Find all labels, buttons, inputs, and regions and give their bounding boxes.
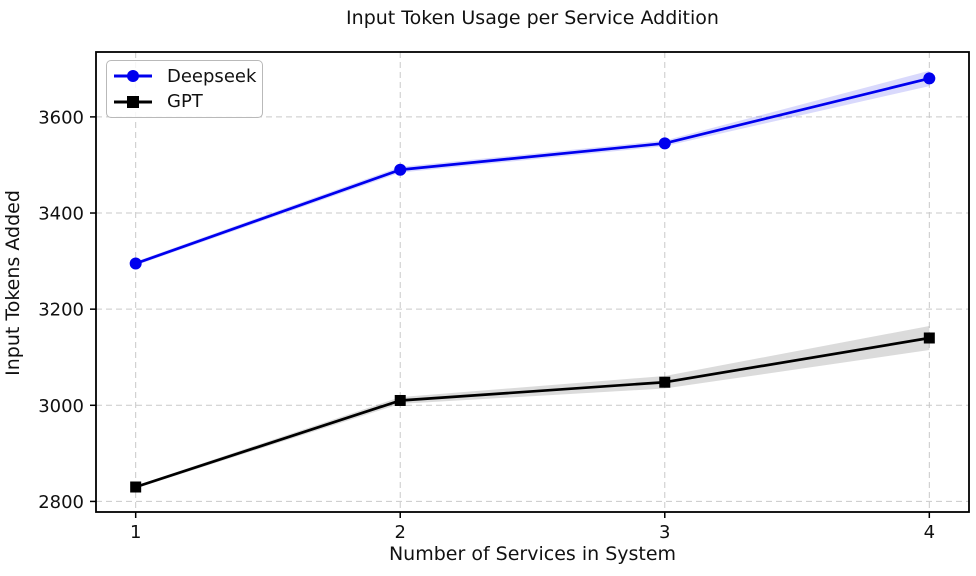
gpt-line-sample-icon: [114, 95, 152, 108]
y-tick-label: 2800: [38, 492, 84, 513]
legend-label-gpt: GPT: [167, 91, 203, 113]
x-tick-label: 2: [395, 522, 406, 543]
chart-title: Input Token Usage per Service Addition: [346, 7, 719, 29]
plot-border: [95, 51, 970, 513]
gpt-marker: [923, 332, 935, 344]
x-axis-label: Number of Services in System: [388, 543, 677, 565]
deepseek-line: [134, 77, 931, 265]
legend-item-deepseek: Deepseek: [113, 65, 257, 88]
y-tick-label: 3200: [38, 300, 84, 321]
deepseek-marker: [923, 72, 936, 85]
deepseek-marker: [658, 137, 671, 150]
deepseek-line-sample-icon: [114, 70, 152, 83]
gpt-marker: [659, 376, 671, 388]
y-tick-label: 3000: [38, 396, 84, 417]
legend: Deepseek GPT: [106, 60, 263, 118]
legend-label-deepseek: Deepseek: [167, 65, 257, 87]
y-tick-label: 3400: [38, 204, 84, 225]
gpt-marker: [394, 394, 406, 406]
gpt-marker: [130, 481, 142, 493]
legend-item-gpt: GPT: [113, 91, 254, 114]
x-tick-label: 3: [659, 522, 670, 543]
gpt-confidence-band: [135, 325, 930, 489]
y-tick-label: 3600: [38, 107, 84, 128]
gpt-line: [134, 336, 931, 489]
deepseek-marker: [129, 257, 142, 270]
x-tick-label: 1: [130, 522, 141, 543]
deepseek-marker: [394, 163, 407, 176]
x-tick-label: 4: [924, 522, 935, 543]
